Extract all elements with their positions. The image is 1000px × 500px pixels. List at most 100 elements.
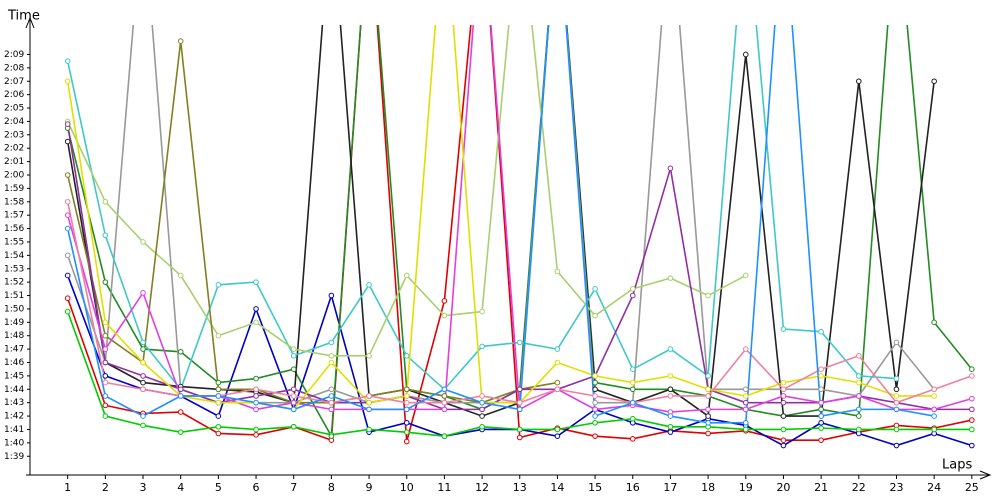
lap-point — [629, 399, 636, 406]
lap-point — [102, 393, 109, 399]
lap-point — [742, 393, 749, 399]
lap-point — [516, 406, 523, 413]
lap-point — [140, 346, 146, 352]
lap-point — [140, 373, 146, 379]
y-tick-label: 1:49 — [4, 318, 24, 328]
lap-point — [102, 346, 109, 352]
lap-point — [554, 379, 561, 386]
lap-point — [705, 419, 711, 426]
lap-point — [102, 413, 109, 419]
lap-point — [64, 138, 71, 145]
series-line — [66, 25, 935, 424]
x-tick-label: 1 — [64, 481, 71, 494]
lap-point — [215, 379, 222, 386]
y-tick-label: 1:40 — [4, 438, 24, 448]
lap-point — [253, 279, 259, 285]
x-tick-label: 7 — [290, 481, 297, 494]
lap-point — [64, 58, 71, 64]
lap-point — [253, 393, 259, 399]
lap-point — [290, 393, 297, 399]
lap-point — [742, 51, 749, 58]
x-tick-label: 9 — [366, 481, 373, 494]
y-tick-label: 1:51 — [4, 291, 24, 301]
lap-point — [780, 426, 787, 433]
lap-point — [742, 386, 749, 393]
lap-point — [855, 413, 862, 419]
lap-point — [140, 422, 146, 429]
lap-point — [290, 353, 297, 359]
y-tick-label: 2:08 — [4, 63, 24, 73]
lap-point — [969, 406, 975, 413]
lap-point — [742, 346, 749, 352]
lap-point — [140, 239, 146, 245]
x-tick-label: 4 — [177, 481, 184, 494]
x-tick-label: 3 — [140, 481, 147, 494]
lap-point — [969, 373, 975, 379]
lap-point — [328, 406, 335, 413]
y-tick-label: 1:55 — [4, 237, 24, 247]
lap-point — [403, 438, 410, 445]
y-tick-label: 1:54 — [4, 251, 24, 261]
lap-point — [102, 319, 109, 326]
lap-point — [177, 38, 184, 44]
x-tick-label: 5 — [215, 481, 222, 494]
lap-point — [742, 399, 749, 406]
lap-point — [705, 373, 711, 379]
series-line — [66, 25, 747, 357]
lap-point — [403, 429, 410, 435]
lap-point — [102, 373, 109, 379]
lap-point — [667, 165, 674, 172]
lap-point — [855, 353, 862, 359]
lap-point — [290, 399, 297, 406]
lap-point — [855, 426, 862, 433]
lap-point — [818, 425, 824, 431]
series-line — [66, 25, 935, 411]
y-tick-label: 1:39 — [4, 452, 24, 462]
lap-point — [592, 399, 598, 406]
lap-point — [328, 386, 335, 393]
lap-point — [592, 386, 598, 393]
lap-point — [479, 406, 485, 413]
lap-point — [780, 393, 787, 399]
lap-point — [742, 406, 749, 413]
series-line — [66, 275, 973, 447]
lap-point — [64, 295, 71, 302]
y-tick-label: 2:04 — [4, 117, 24, 127]
lap-point — [328, 433, 335, 439]
lap-point — [667, 393, 674, 399]
x-tick-label: 13 — [513, 481, 527, 494]
lap-point — [64, 252, 71, 259]
lap-point — [177, 272, 184, 279]
lap-point — [554, 386, 561, 393]
lap-point — [931, 386, 937, 393]
lap-point — [855, 393, 862, 399]
lap-point — [140, 359, 146, 366]
lap-point — [328, 353, 335, 359]
lap-point — [742, 419, 749, 426]
lap-point — [705, 393, 711, 399]
x-tick-label: 12 — [475, 481, 489, 494]
lap-point — [403, 419, 410, 426]
lap-point — [516, 339, 523, 346]
lap-point — [592, 393, 598, 399]
lap-point — [215, 386, 222, 393]
lap-point — [253, 426, 259, 433]
lap-point — [290, 346, 297, 352]
lap-point — [893, 399, 900, 406]
lap-point — [592, 433, 598, 439]
lap-point — [479, 343, 485, 350]
lap-point — [969, 366, 975, 372]
lap-point — [818, 366, 824, 372]
lap-point — [667, 429, 674, 435]
lap-point — [818, 406, 824, 413]
series-line — [66, 25, 973, 439]
lap-point — [102, 279, 109, 285]
lap-point — [441, 298, 448, 304]
lap-point — [441, 406, 448, 413]
lap-point — [177, 386, 184, 393]
plot-area — [64, 25, 975, 449]
y-tick-label: 1:52 — [4, 278, 24, 288]
lap-point — [818, 386, 824, 393]
lap-point — [102, 359, 109, 366]
